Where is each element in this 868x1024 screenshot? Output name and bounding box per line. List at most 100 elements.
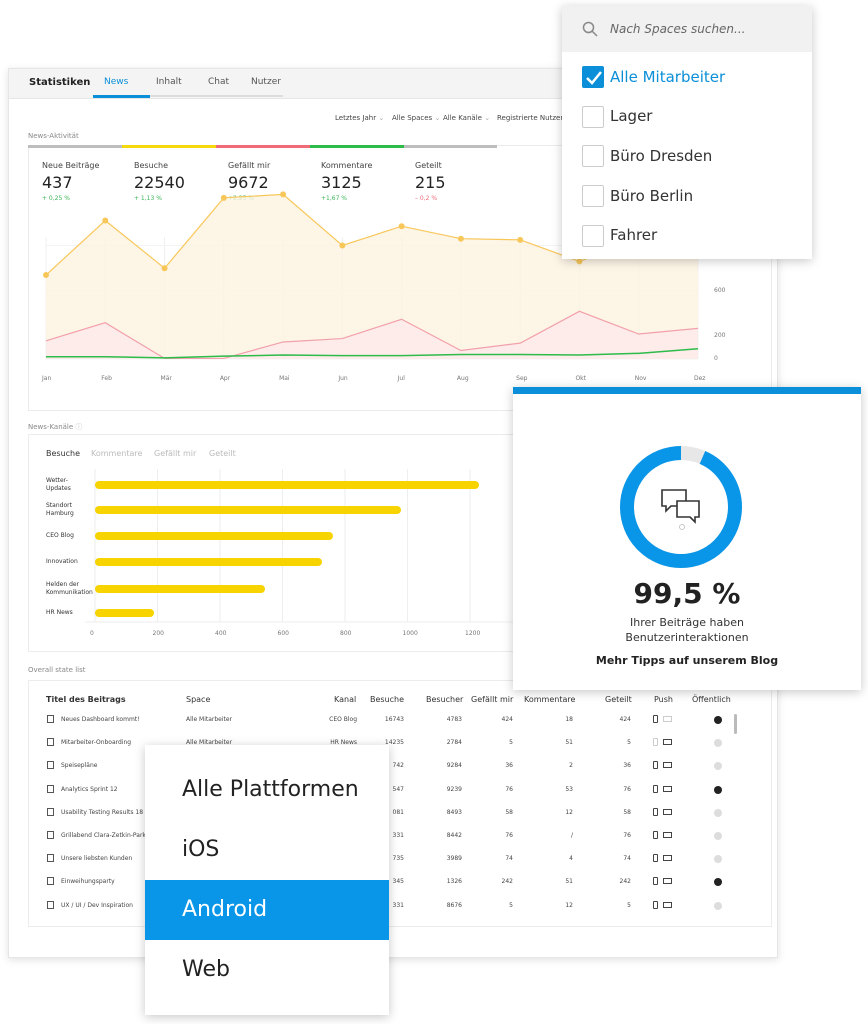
bar[interactable] bbox=[95, 609, 155, 617]
data-point[interactable] bbox=[280, 191, 287, 198]
table-scrollbar[interactable] bbox=[734, 714, 737, 734]
tab-inhalt[interactable]: Inhalt bbox=[156, 77, 182, 87]
row-title[interactable]: Grillabend Clara-Zetkin-Park bbox=[61, 832, 146, 839]
public-status-dot[interactable] bbox=[714, 785, 722, 794]
space-item-label[interactable]: Fahrer bbox=[610, 226, 658, 244]
mail-icon[interactable] bbox=[663, 785, 672, 792]
checkbox-buero-berlin[interactable] bbox=[582, 185, 604, 207]
row-visitors: 9239 bbox=[446, 785, 462, 793]
col-visitors[interactable]: Besucher bbox=[426, 695, 464, 704]
mail-icon[interactable] bbox=[663, 739, 672, 746]
phone-icon[interactable] bbox=[653, 807, 658, 816]
series-area bbox=[46, 194, 698, 359]
channel-tab-visits[interactable]: Besuche bbox=[46, 449, 81, 458]
data-point[interactable] bbox=[161, 265, 168, 272]
public-status-dot[interactable] bbox=[714, 762, 722, 771]
spaces-search[interactable]: Nach Spaces suchen... bbox=[562, 6, 812, 52]
public-status-dot[interactable] bbox=[714, 855, 722, 864]
col-visits[interactable]: Besuche bbox=[370, 695, 405, 704]
mail-icon[interactable] bbox=[663, 855, 672, 862]
phone-icon[interactable] bbox=[653, 854, 658, 863]
public-status-dot[interactable] bbox=[714, 901, 722, 910]
row-title[interactable]: Einweihungsparty bbox=[61, 878, 115, 886]
checkbox-buero-dresden[interactable] bbox=[582, 145, 604, 167]
channel-tab-comments[interactable]: Kommentare bbox=[91, 449, 143, 458]
row-title[interactable]: Analytics Sprint 12 bbox=[61, 785, 118, 793]
col-comments[interactable]: Kommentare bbox=[524, 695, 576, 704]
row-title[interactable]: Mitarbeiter-Onboarding bbox=[61, 739, 132, 747]
public-status-dot[interactable] bbox=[714, 739, 722, 748]
row-title[interactable]: UX / UI / Dev Inspiration bbox=[61, 901, 133, 909]
col-channel[interactable]: Kanal bbox=[334, 695, 357, 704]
channel-tab-shared[interactable]: Geteilt bbox=[209, 449, 236, 458]
filter-users[interactable]: Registrierte Nutzer bbox=[497, 114, 564, 122]
bar[interactable] bbox=[95, 558, 322, 566]
row-visitors: 9284 bbox=[446, 762, 462, 770]
col-likes[interactable]: Gefällt mir bbox=[471, 695, 514, 704]
col-title[interactable]: Titel des Beitrags bbox=[46, 695, 126, 704]
row-visits: 345 bbox=[392, 878, 404, 886]
phone-icon[interactable] bbox=[653, 877, 658, 886]
phone-icon[interactable] bbox=[653, 715, 658, 723]
row-title[interactable]: Usability Testing Results 18 bbox=[61, 808, 144, 816]
space-item-label[interactable]: Alle Mitarbeiter bbox=[610, 68, 726, 86]
phone-icon[interactable] bbox=[653, 831, 658, 839]
row-title[interactable]: Speisepläne bbox=[61, 762, 98, 770]
mail-icon[interactable] bbox=[663, 832, 672, 838]
checkbox-fahrer[interactable] bbox=[582, 225, 604, 247]
filter-channels[interactable]: Alle Kanäle ⌄ bbox=[443, 114, 491, 122]
space-item-label[interactable]: Lager bbox=[610, 107, 653, 125]
filter-spaces[interactable]: Alle Spaces ⌄ bbox=[392, 114, 441, 122]
mail-icon[interactable] bbox=[663, 808, 672, 815]
phone-icon[interactable] bbox=[653, 738, 658, 747]
data-point[interactable] bbox=[220, 194, 227, 201]
phone-icon[interactable] bbox=[653, 784, 658, 793]
col-shared[interactable]: Geteilt bbox=[605, 695, 632, 704]
col-public[interactable]: Öffentlich bbox=[692, 695, 731, 704]
public-status-dot[interactable] bbox=[714, 808, 722, 817]
col-push[interactable]: Push bbox=[654, 695, 673, 704]
mail-icon[interactable] bbox=[663, 762, 672, 769]
blog-tips-link[interactable]: Mehr Tipps auf unserem Blog bbox=[595, 654, 779, 667]
checkbox-alle-mitarbeiter[interactable] bbox=[582, 66, 604, 88]
tab-chat[interactable]: Chat bbox=[208, 77, 230, 87]
bar[interactable] bbox=[95, 506, 402, 514]
row-title[interactable]: Unsere liebsten Kunden bbox=[61, 855, 133, 863]
spaces-search-input[interactable]: Nach Spaces suchen... bbox=[610, 22, 746, 36]
platform-option-web[interactable]: Web bbox=[182, 957, 230, 982]
document-icon bbox=[47, 784, 54, 793]
platform-option-ios[interactable]: iOS bbox=[182, 837, 220, 862]
channel-tab-likes[interactable]: Gefällt mir bbox=[154, 449, 197, 458]
data-point[interactable] bbox=[398, 223, 405, 230]
row-comments: 12 bbox=[565, 901, 573, 909]
bar[interactable] bbox=[95, 481, 480, 489]
data-point[interactable] bbox=[43, 272, 49, 279]
mail-icon[interactable] bbox=[663, 716, 672, 722]
filter-period[interactable]: Letztes Jahr ⌄ bbox=[335, 114, 385, 122]
phone-icon[interactable] bbox=[653, 761, 658, 770]
mail-icon[interactable] bbox=[663, 878, 672, 885]
phone-icon[interactable] bbox=[653, 900, 658, 909]
bar[interactable] bbox=[95, 532, 333, 540]
platform-option-all[interactable]: Alle Plattformen bbox=[182, 777, 359, 802]
mail-icon[interactable] bbox=[663, 901, 672, 908]
space-item-label[interactable]: Büro Berlin bbox=[610, 187, 694, 205]
public-status-dot[interactable] bbox=[714, 832, 722, 840]
checkbox-lager[interactable] bbox=[582, 106, 604, 128]
public-status-dot[interactable] bbox=[714, 878, 722, 887]
tab-news[interactable]: News bbox=[104, 77, 129, 87]
data-point[interactable] bbox=[457, 235, 464, 242]
col-space[interactable]: Space bbox=[186, 695, 211, 704]
data-point[interactable] bbox=[102, 217, 109, 224]
public-status-dot[interactable] bbox=[714, 716, 722, 724]
data-point[interactable] bbox=[576, 258, 583, 265]
space-item-label[interactable]: Büro Dresden bbox=[610, 147, 713, 165]
data-point[interactable] bbox=[339, 242, 346, 249]
platform-option-android[interactable]: Android bbox=[145, 880, 389, 940]
data-point[interactable] bbox=[517, 236, 524, 243]
x-tick-label: Mai bbox=[279, 375, 290, 382]
row-likes: 5 bbox=[509, 739, 513, 747]
tab-nutzer[interactable]: Nutzer bbox=[251, 77, 281, 87]
row-title[interactable]: Neues Dashboard kommt! bbox=[61, 716, 140, 723]
bar[interactable] bbox=[95, 585, 266, 593]
